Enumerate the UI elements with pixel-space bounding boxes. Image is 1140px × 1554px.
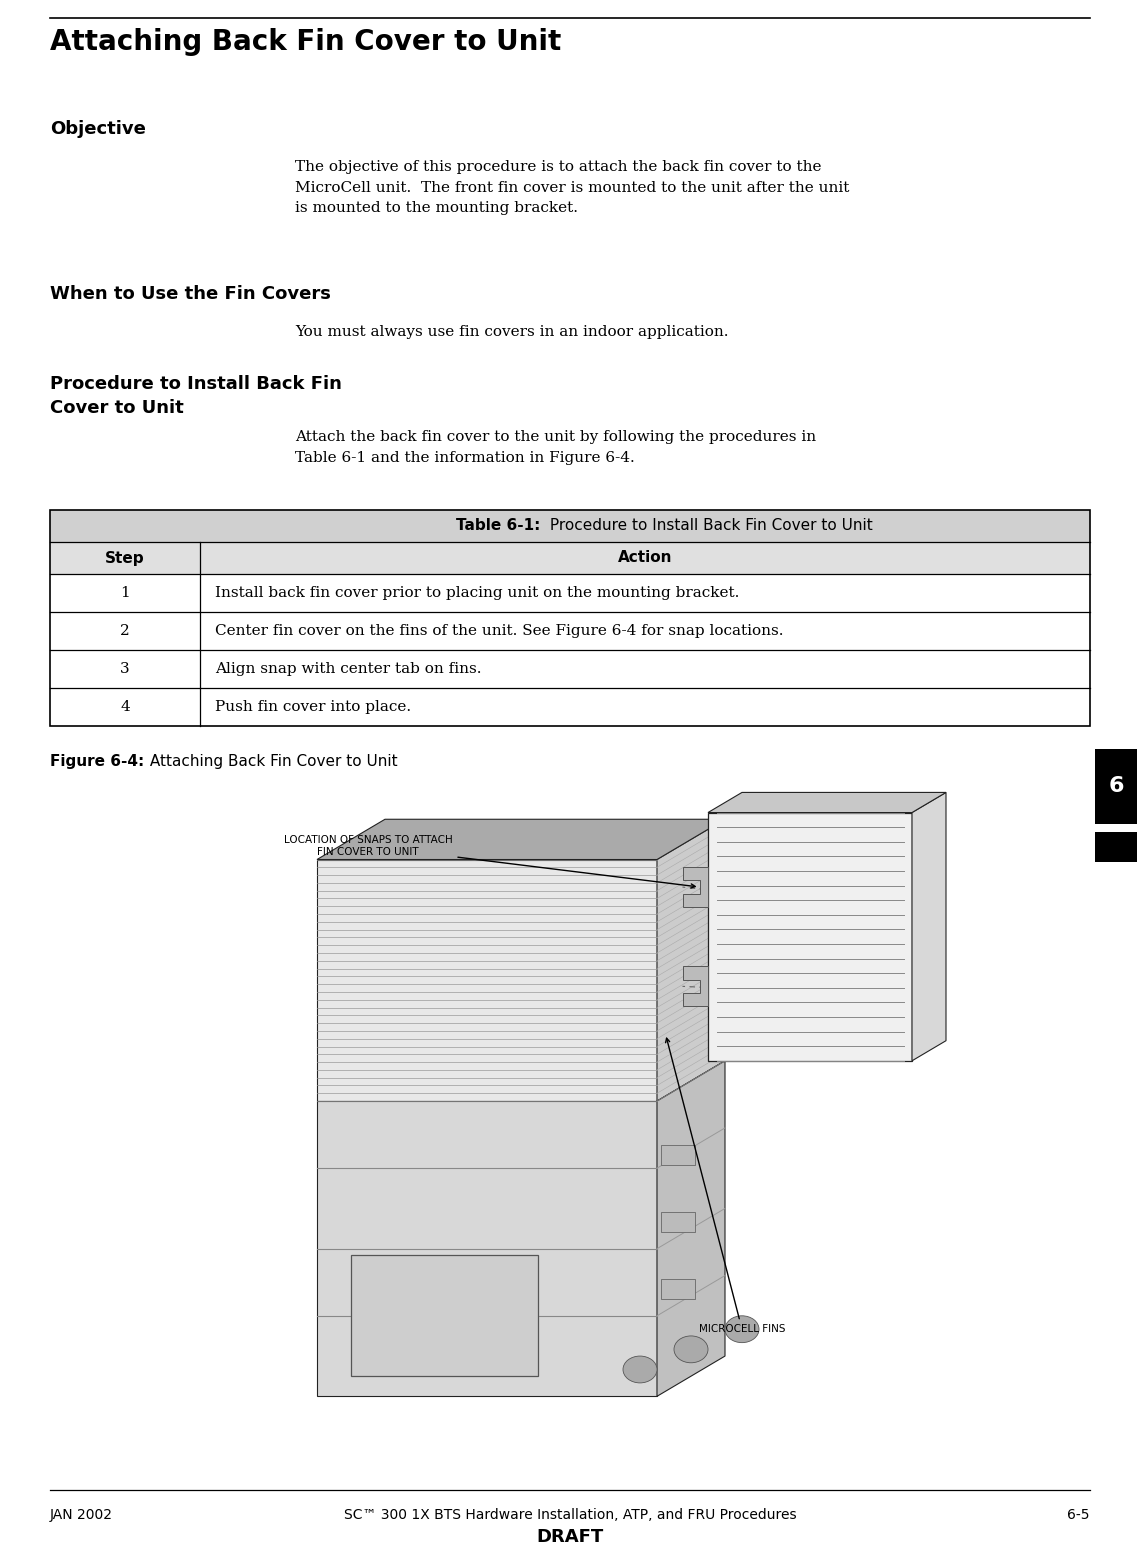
Circle shape [674,1336,708,1363]
Bar [661,1212,695,1232]
Bar [50,542,1090,573]
Text: JAN 2002: JAN 2002 [50,1507,113,1521]
Text: Action: Action [618,550,673,566]
Text: 2: 2 [120,625,130,639]
Text: Attaching Back Fin Cover to Unit: Attaching Back Fin Cover to Unit [145,754,398,769]
Polygon shape [683,967,708,1007]
Polygon shape [317,819,725,859]
Polygon shape [317,859,657,1102]
Text: MICROCELL FINS: MICROCELL FINS [666,1038,785,1335]
Text: The objective of this procedure is to attach the back fin cover to the
MicroCell: The objective of this procedure is to at… [295,160,849,214]
Text: 3: 3 [120,662,130,676]
Bar [661,1279,695,1299]
Text: Procedure to Install Back Fin Cover to Unit: Procedure to Install Back Fin Cover to U… [545,519,873,533]
Text: Step: Step [105,550,145,566]
Text: DRAFT: DRAFT [537,1528,603,1546]
Text: Figure 6-4:: Figure 6-4: [50,754,145,769]
Bar [1096,831,1137,862]
Text: Install back fin cover prior to placing unit on the mounting bracket.: Install back fin cover prior to placing … [215,586,740,600]
Text: 4: 4 [120,699,130,713]
Polygon shape [317,1102,657,1397]
Text: Objective: Objective [50,120,146,138]
Bar [1096,749,1137,824]
Bar [661,1145,695,1166]
Text: LOCATION OF SNAPS TO ATTACH
FIN COVER TO UNIT: LOCATION OF SNAPS TO ATTACH FIN COVER TO… [284,836,695,887]
Polygon shape [657,819,725,1102]
Text: Push fin cover into place.: Push fin cover into place. [215,699,412,713]
Bar [50,510,1090,542]
Polygon shape [708,793,946,813]
Text: 1: 1 [120,586,130,600]
Polygon shape [708,813,912,1061]
Text: You must always use fin covers in an indoor application.: You must always use fin covers in an ind… [295,325,728,339]
Text: 6: 6 [1108,777,1124,797]
Text: Attaching Back Fin Cover to Unit: Attaching Back Fin Cover to Unit [50,28,561,56]
Polygon shape [657,1061,725,1397]
Text: When to Use the Fin Covers: When to Use the Fin Covers [50,284,331,303]
Text: Table 6-1:: Table 6-1: [456,519,540,533]
Text: Attach the back fin cover to the unit by following the procedures in
Table 6-1 a: Attach the back fin cover to the unit by… [295,430,816,465]
Text: 6-5: 6-5 [1067,1507,1090,1521]
Circle shape [622,1357,657,1383]
Text: Procedure to Install Back Fin
Cover to Unit: Procedure to Install Back Fin Cover to U… [50,375,342,416]
Text: Center fin cover on the fins of the unit. See Figure 6-4 for snap locations.: Center fin cover on the fins of the unit… [215,625,783,639]
Circle shape [725,1316,759,1343]
Polygon shape [683,867,708,908]
Bar [50,510,1090,726]
Text: SC™ 300 1X BTS Hardware Installation, ATP, and FRU Procedures: SC™ 300 1X BTS Hardware Installation, AT… [343,1507,797,1521]
Polygon shape [912,793,946,1061]
Text: Align snap with center tab on fins.: Align snap with center tab on fins. [215,662,481,676]
Bar [351,1256,538,1377]
